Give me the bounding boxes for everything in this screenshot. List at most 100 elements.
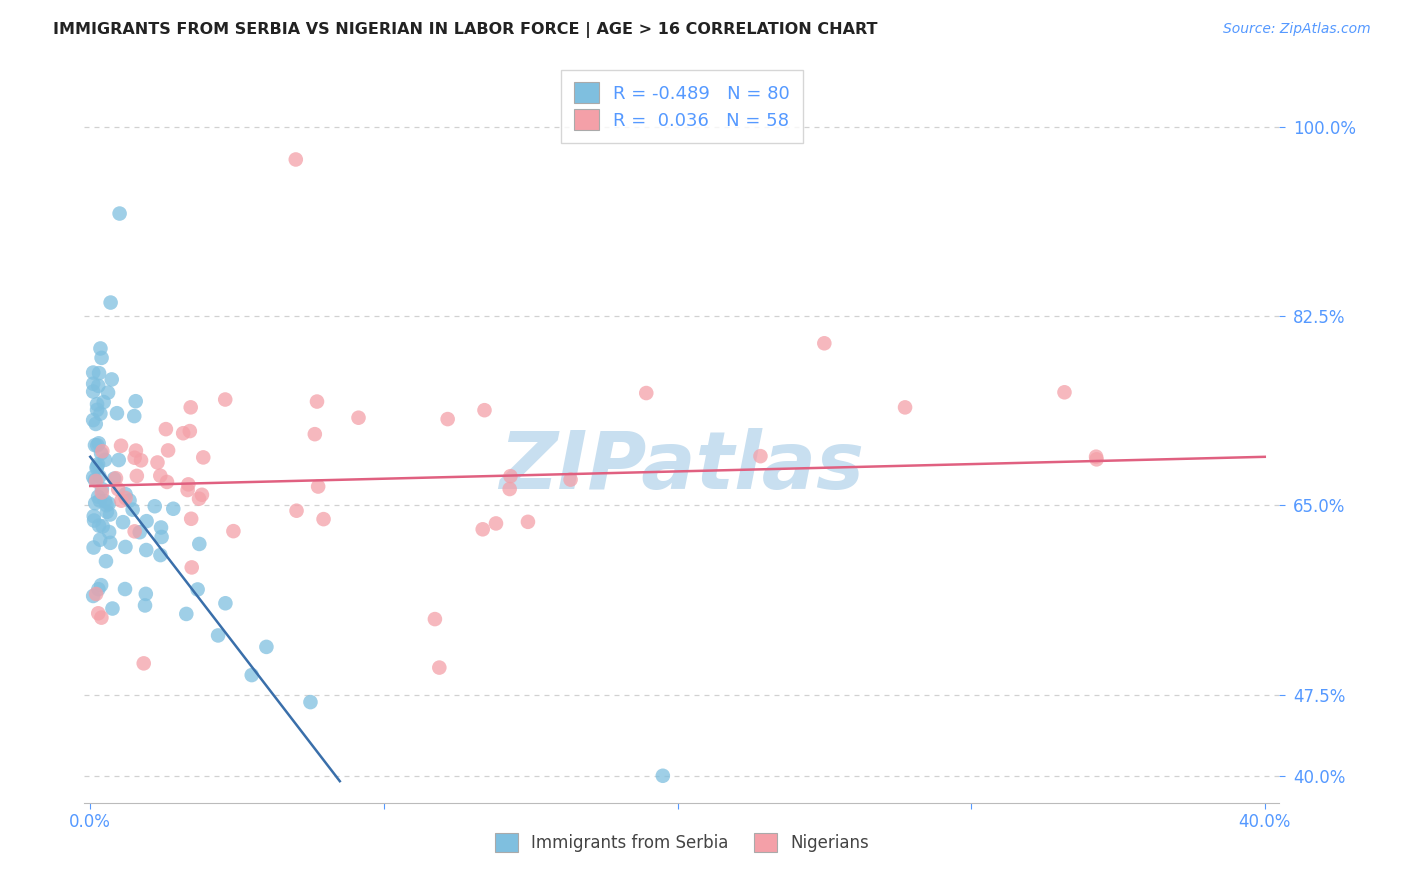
Point [100, 372, 122, 386]
Point [114, 491, 136, 505]
Point [436, 412, 458, 426]
Point [135, 543, 157, 558]
Point [191, 488, 214, 502]
Point [214, 392, 236, 407]
Point [112, 515, 135, 529]
Point [114, 487, 136, 501]
Point [87, 490, 110, 504]
Point [96, 498, 118, 512]
Point [90, 485, 112, 500]
Point [162, 501, 184, 516]
Point [214, 596, 236, 610]
Point [149, 468, 172, 483]
Point [90, 482, 112, 496]
Point [90, 578, 112, 592]
Point [89, 342, 111, 356]
Point [82, 366, 104, 380]
Point [89, 407, 111, 421]
Point [105, 406, 128, 420]
Point [187, 582, 209, 597]
Point [110, 439, 132, 453]
Point [98, 508, 121, 522]
Point [179, 424, 201, 438]
Point [90, 610, 112, 624]
Point [129, 453, 152, 467]
Point [82, 589, 104, 603]
Point [83, 514, 105, 528]
Point [149, 548, 172, 562]
Point [89, 493, 111, 508]
Point [132, 657, 155, 671]
Point [87, 379, 110, 393]
Point [155, 422, 177, 436]
Point [305, 394, 328, 409]
Point [125, 394, 148, 409]
Point [84, 474, 107, 488]
Point [423, 612, 446, 626]
Point [125, 443, 148, 458]
Point [82, 413, 104, 427]
Point [135, 514, 157, 528]
Point [156, 475, 179, 489]
Point [124, 524, 146, 539]
Point [94, 452, 117, 467]
Point [100, 295, 122, 310]
Point [83, 509, 105, 524]
Text: IMMIGRANTS FROM SERBIA VS NIGERIAN IN LABOR FORCE | AGE > 16 CORRELATION CHART: IMMIGRANTS FROM SERBIA VS NIGERIAN IN LA… [53, 22, 877, 38]
Point [82, 384, 104, 399]
Point [651, 769, 673, 783]
Point [107, 453, 129, 467]
Point [121, 502, 143, 516]
Point [157, 443, 180, 458]
Point [560, 473, 582, 487]
Point [307, 479, 329, 493]
Point [84, 496, 107, 510]
Point [114, 582, 136, 596]
Point [86, 397, 108, 411]
Point [516, 515, 538, 529]
Point [150, 530, 173, 544]
Point [84, 438, 107, 452]
Point [114, 540, 136, 554]
Point [89, 533, 111, 547]
Point [304, 427, 326, 442]
Point [97, 385, 120, 400]
Point [299, 695, 322, 709]
Point [188, 537, 211, 551]
Point [93, 395, 115, 409]
Point [128, 525, 150, 540]
Point [96, 505, 118, 519]
Point [87, 582, 110, 597]
Point [176, 483, 198, 497]
Point [254, 640, 277, 654]
Point [83, 473, 105, 487]
Point [84, 417, 107, 431]
Point [143, 500, 166, 514]
Point [87, 366, 110, 380]
Point [894, 401, 917, 415]
Point [89, 469, 111, 483]
Point [124, 450, 146, 465]
Point [107, 482, 129, 496]
Point [87, 518, 110, 533]
Point [499, 469, 522, 483]
Point [86, 402, 108, 417]
Point [86, 459, 108, 474]
Point [474, 403, 496, 417]
Point [82, 470, 104, 484]
Point [146, 455, 169, 469]
Point [104, 471, 127, 485]
Point [90, 351, 112, 365]
Point [284, 153, 307, 167]
Point [110, 493, 132, 508]
Point [90, 446, 112, 460]
Point [180, 512, 202, 526]
Point [1085, 450, 1108, 464]
Point [207, 628, 229, 642]
Point [172, 426, 194, 441]
Point [749, 449, 772, 463]
Point [125, 469, 148, 483]
Point [134, 599, 156, 613]
Point [177, 477, 200, 491]
Point [285, 504, 308, 518]
